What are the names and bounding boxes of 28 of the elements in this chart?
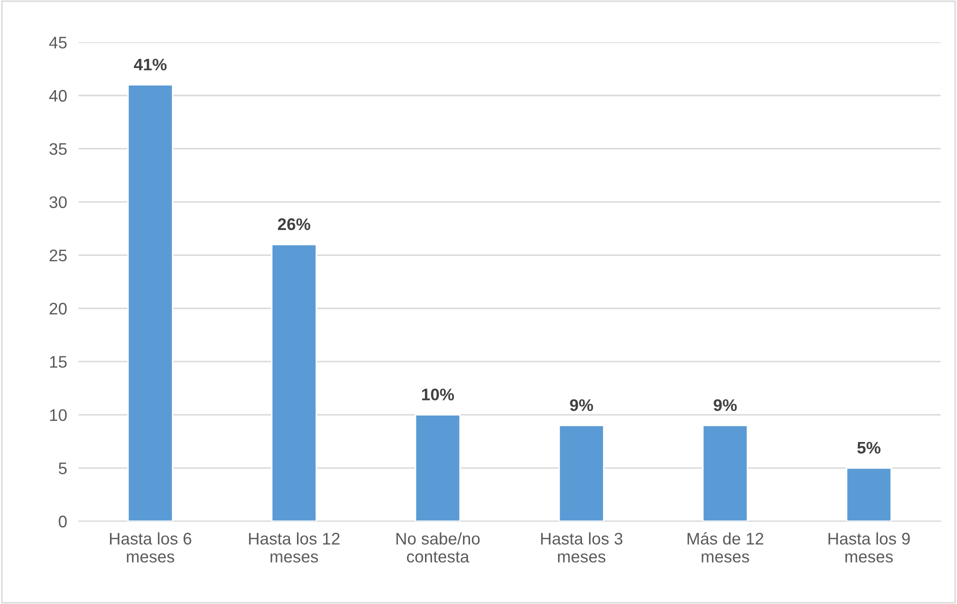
x-tick-label: No sabe/no contesta [396, 532, 480, 563]
bar [846, 467, 892, 522]
x-tick-label: Hasta los 6 meses [110, 532, 192, 563]
y-tick-label: 20 [50, 302, 67, 315]
x-tick-label: Hasta los 9 meses [828, 532, 910, 563]
bar [414, 414, 461, 522]
y-tick-label: 0 [58, 516, 67, 528]
x-tick-label: Hasta los 12 meses [249, 532, 340, 563]
y-tick-label: 10 [50, 409, 67, 422]
y-tick-label: 15 [50, 356, 67, 368]
data-label: 9% [714, 399, 737, 412]
y-tick-label: 40 [49, 90, 67, 102]
bar [127, 84, 174, 522]
data-label: 41% [134, 58, 167, 70]
y-tick-label: 45 [49, 36, 67, 48]
data-label: 5% [857, 442, 880, 454]
bar [558, 424, 604, 522]
y-tick-label: 30 [49, 196, 67, 208]
bar [271, 244, 318, 522]
bar [702, 424, 748, 522]
y-tick-label: 25 [50, 250, 67, 262]
x-tick-label: Más de 12 meses [688, 532, 764, 563]
data-label: 9% [570, 399, 594, 412]
x-tick-label: Hasta los 3 meses [541, 532, 622, 563]
y-tick-label: 5 [58, 462, 67, 474]
data-label: 10% [422, 388, 454, 400]
y-tick-label: 35 [49, 143, 67, 155]
data-label: 26% [278, 218, 310, 230]
